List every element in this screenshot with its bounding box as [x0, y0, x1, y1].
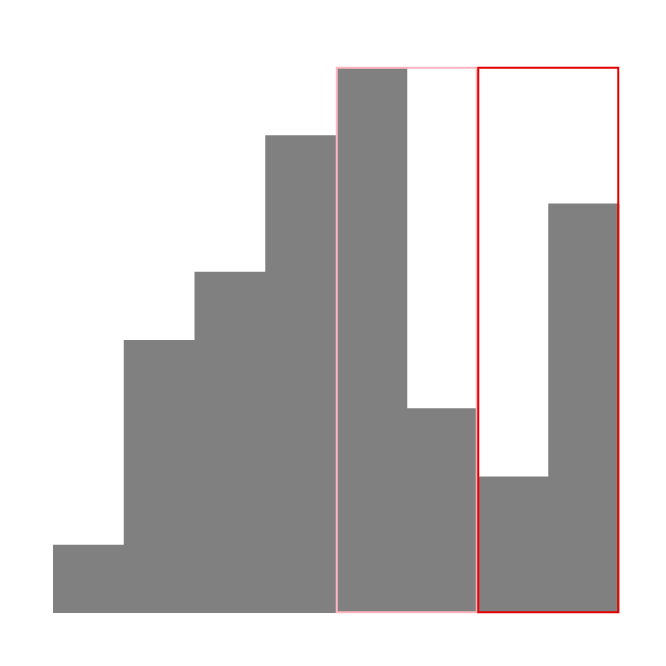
bar-3: [194, 271, 266, 613]
highlight-group: [335, 66, 620, 614]
bar-2: [123, 340, 195, 613]
bar-7: [477, 476, 549, 613]
bar-4: [265, 135, 337, 613]
highlight-box-1: [335, 66, 478, 614]
bars-group: [53, 67, 620, 613]
bar-8: [548, 203, 620, 613]
bar-1: [53, 544, 125, 613]
highlight-box-2: [477, 66, 620, 614]
bar-5: [336, 67, 408, 613]
bar-6: [406, 408, 478, 613]
